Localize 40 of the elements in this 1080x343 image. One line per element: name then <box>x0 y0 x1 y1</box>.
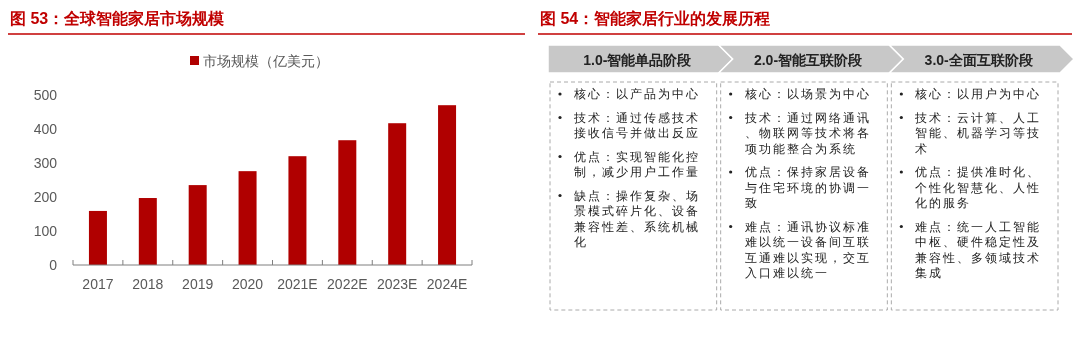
y-tick-label: 0 <box>49 257 58 273</box>
x-tick-label: 2021E <box>277 276 318 292</box>
category-label: 1.0-智能单品阶段 <box>583 52 693 68</box>
bar <box>238 171 257 265</box>
text: 难点：统一人工智能中枢、硬件稳定性及兼容性、多领域技术集成 <box>914 219 1042 279</box>
text: 优点：保持家居设备与住宅环境的协调一致 <box>744 165 871 209</box>
x-tick-label: 2019 <box>182 276 214 292</box>
x-tick-label: 2024E <box>426 276 468 292</box>
y-tick-label: 200 <box>33 189 58 205</box>
text: 优点：实现智能化控制，减少用户工作量 <box>574 149 700 178</box>
text: 核心：以产品为中心 <box>573 87 700 100</box>
text: 难点：通讯协议标准难以统一设备间互联互通难以实现，交互入口难以统一 <box>743 219 871 279</box>
bar <box>188 185 207 265</box>
x-tick-label: 2022E <box>327 276 368 292</box>
bar <box>388 123 407 265</box>
text: 技术：云计算、人工智能、机器学习等技术 <box>914 111 1042 155</box>
x-tick-label: 2023E <box>376 276 418 292</box>
bar <box>338 140 357 265</box>
text: 优点：提供准时化、个性化智慧化、人性化的服务 <box>915 166 1042 209</box>
bar <box>138 198 157 265</box>
legend-label: 市场规模（亿美元） <box>203 53 329 69</box>
text: 图 54：智能家居行业的发展历程 <box>540 9 771 27</box>
bar <box>288 156 307 265</box>
text: 缺点：操作复杂、场景模式碎片化、设备兼容性差、系统机械化 <box>574 189 700 248</box>
x-tick-label: 2020 <box>231 276 264 292</box>
y-tick-label: 500 <box>33 87 58 103</box>
text: 技术：通过传感技术接收信号并做出反应 <box>573 111 700 139</box>
bar <box>438 105 457 265</box>
y-tick-label: 400 <box>33 121 58 137</box>
chart-title: 图 53：全球智能家居市场规模 <box>10 9 225 27</box>
bar <box>88 210 107 265</box>
y-tick-label: 100 <box>33 223 58 239</box>
text: 核心：以场景为中心 <box>743 87 871 100</box>
x-tick-label: 2017 <box>82 276 114 292</box>
category-label: 2.0-智能互联阶段 <box>753 52 864 68</box>
text: 技术：通过网络通讯、物联网等技术将各项功能整合为系统 <box>743 111 871 155</box>
y-tick-label: 300 <box>33 155 58 171</box>
x-tick-label: 2018 <box>132 276 164 292</box>
text: 核心：以用户为中心 <box>914 87 1042 100</box>
category-label: 3.0-全面互联阶段 <box>924 52 1034 68</box>
